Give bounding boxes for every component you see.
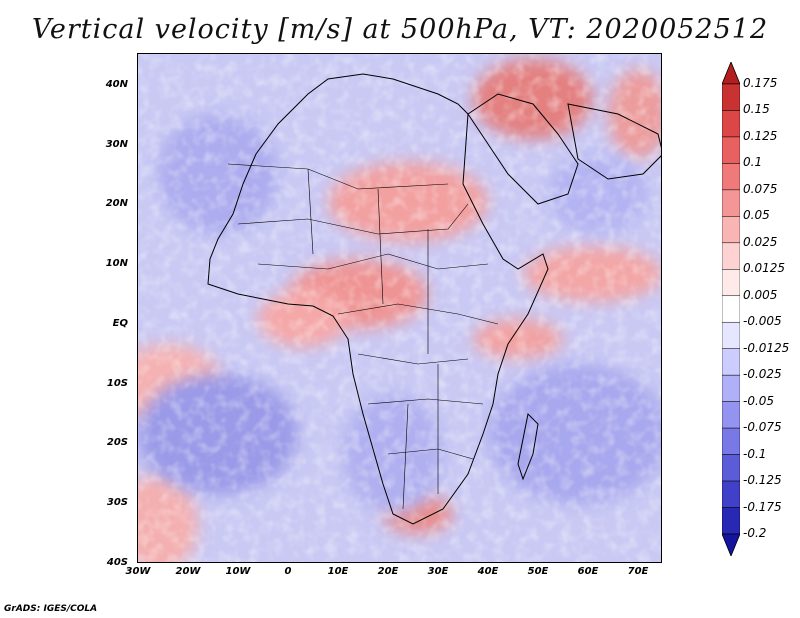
- lon-label-20e: 20E: [377, 566, 399, 577]
- colorbar-segment: [722, 295, 740, 323]
- colorbar-segment: [722, 374, 740, 402]
- lon-label-30e: 30E: [427, 566, 449, 577]
- colorbar-label: 0.125: [743, 128, 778, 143]
- grads-credit: GrADS: IGES/COLA: [4, 604, 98, 614]
- colorbar: [722, 62, 740, 556]
- lat-label-40n: 40N: [105, 79, 128, 90]
- colorbar-label: 0.05: [743, 208, 770, 223]
- lon-label-70e: 70E: [627, 566, 649, 577]
- colorbar-segment: [722, 507, 740, 535]
- lon-label-10e: 10E: [327, 566, 349, 577]
- colorbar-segment: [722, 269, 740, 297]
- lat-label-30n: 30N: [105, 139, 128, 150]
- colorbar-label: 0.0125: [743, 261, 785, 276]
- lon-label-40e: 40E: [477, 566, 499, 577]
- colorbar-label: 0.025: [743, 234, 778, 249]
- colorbar-segment: [722, 348, 740, 376]
- colorbar-label: -0.125: [743, 473, 782, 488]
- lat-label-20s: 20S: [106, 437, 128, 448]
- coastlines: [207, 73, 661, 525]
- colorbar-segment: [722, 480, 740, 508]
- colorbar-segment: [722, 136, 740, 164]
- colorbar-label: -0.175: [743, 499, 782, 514]
- colorbar-label: 0.15: [743, 102, 770, 117]
- colorbar-segment: [722, 427, 740, 455]
- lon-label-20w: 20W: [175, 566, 201, 577]
- colorbar-label: -0.025: [743, 367, 782, 382]
- colorbar-min-arrow: [722, 533, 740, 556]
- map-panel[interactable]: [137, 53, 662, 563]
- lat-label-40s: 40S: [106, 557, 128, 568]
- colorbar-label: 0.075: [743, 181, 778, 196]
- colorbar-segment: [722, 401, 740, 429]
- lon-label-10w: 10W: [225, 566, 251, 577]
- colorbar-label: 0.1: [743, 155, 763, 170]
- colorbar-label: -0.0125: [743, 340, 790, 355]
- lat-label-30s: 30S: [106, 497, 128, 508]
- colorbar-segment: [722, 321, 740, 349]
- velocity-map: [138, 54, 661, 562]
- colorbar-segment: [722, 163, 740, 191]
- lon-label-60e: 60E: [577, 566, 599, 577]
- borders: [227, 163, 499, 510]
- colorbar-label: -0.005: [743, 314, 782, 329]
- colorbar-label: -0.2: [743, 526, 767, 540]
- lon-label-50e: 50E: [527, 566, 549, 577]
- colorbar-segment: [722, 454, 740, 482]
- colorbar-max-arrow: [722, 62, 740, 85]
- colorbar-segment: [722, 189, 740, 217]
- lon-label-30w: 30W: [125, 566, 151, 577]
- map-title: Vertical velocity [m/s] at 500hPa, VT: 2…: [31, 14, 769, 45]
- colorbar-segment: [722, 216, 740, 244]
- colorbar-label: 0.005: [743, 287, 778, 302]
- colorbar-segment: [722, 110, 740, 138]
- colorbar-segment: [722, 83, 740, 111]
- lon-label-0: 0: [284, 566, 292, 577]
- lat-label-10s: 10S: [106, 378, 128, 389]
- lat-label-20n: 20N: [105, 198, 128, 209]
- lat-label-eq: EQ: [112, 318, 128, 329]
- colorbar-label: -0.05: [743, 393, 775, 408]
- colorbar-label: -0.1: [743, 446, 767, 461]
- colorbar-label: 0.175: [743, 76, 778, 90]
- colorbar-label: -0.075: [743, 420, 782, 435]
- lat-label-10n: 10N: [105, 258, 128, 269]
- colorbar-segment: [722, 242, 740, 270]
